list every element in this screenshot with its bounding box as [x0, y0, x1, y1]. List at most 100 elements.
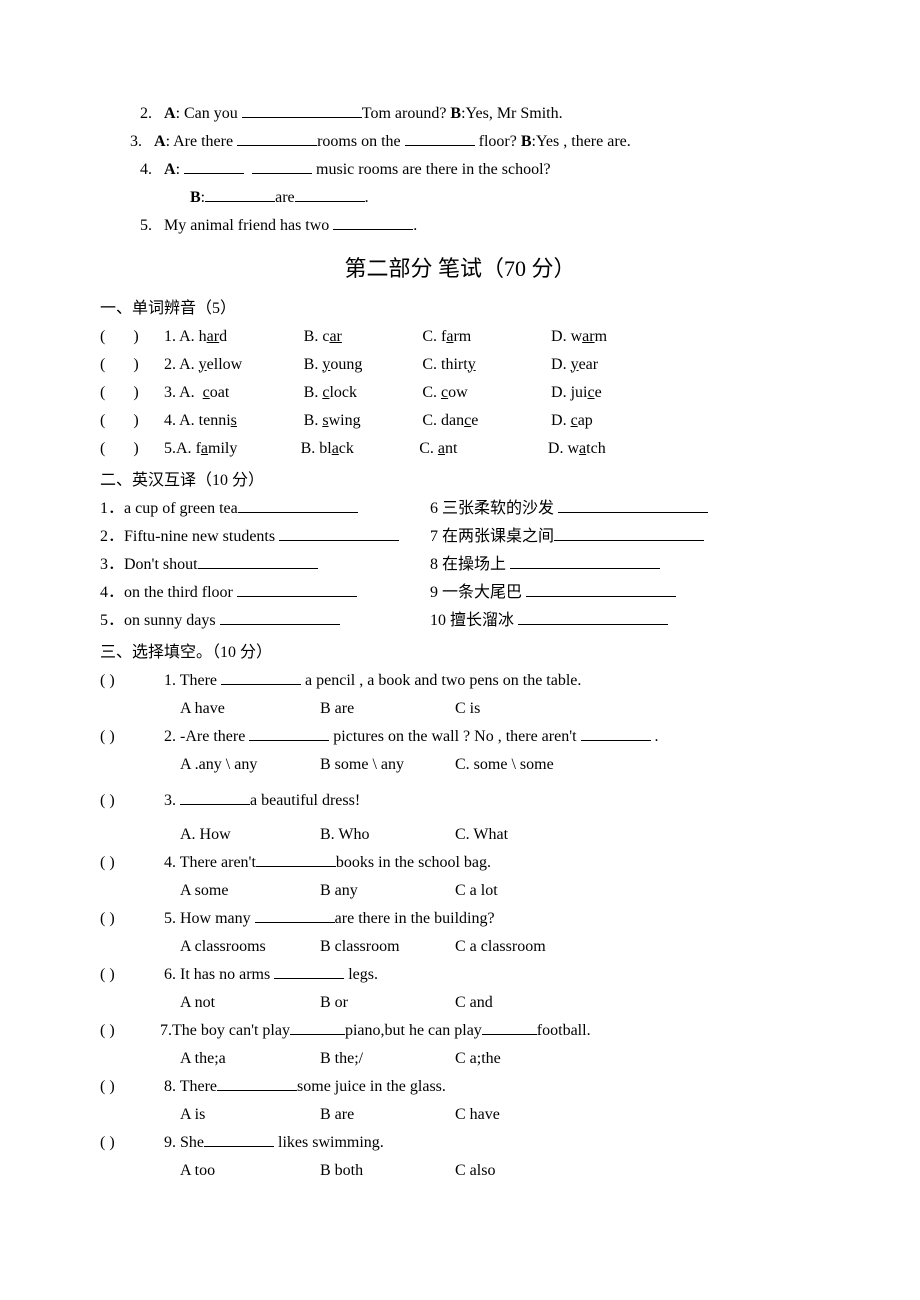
answer-paren[interactable]: ( )	[100, 323, 160, 351]
mcq-options: A classroomsB classroomC a classroom	[100, 933, 820, 961]
answer-paren[interactable]: ( )	[100, 351, 160, 379]
option-a[interactable]: A .any \ any	[180, 751, 320, 779]
option-b[interactable]: B are	[320, 695, 455, 723]
section3-heading: 三、选择填空。（10 分）	[100, 639, 820, 667]
option-a[interactable]: A not	[180, 989, 320, 1017]
option-c[interactable]: C and	[455, 989, 590, 1017]
answer-paren[interactable]: ( )	[100, 407, 160, 435]
option-a[interactable]: A classrooms	[180, 933, 320, 961]
mcq-options: A someB anyC a lot	[100, 877, 820, 905]
blank[interactable]	[290, 1018, 345, 1034]
right-item: 8 在操场上	[430, 551, 820, 579]
option-b[interactable]: B or	[320, 989, 455, 1017]
option-c[interactable]: C. some \ some	[455, 751, 590, 779]
blank[interactable]	[198, 552, 318, 568]
blank[interactable]	[204, 1130, 274, 1146]
stem-text: piano,but he can play	[345, 1022, 482, 1039]
option-b[interactable]: B some \ any	[320, 751, 455, 779]
phonics-row: ( ) 4. A. tennis B. swingC. danceD. cap	[100, 407, 820, 435]
text: : Can you	[176, 105, 242, 122]
stem-text: There	[180, 1078, 217, 1095]
intro-q5: 5. My animal friend has two .	[100, 212, 820, 240]
blank[interactable]	[205, 186, 275, 202]
option-c[interactable]: C a;the	[455, 1045, 590, 1073]
blank[interactable]	[274, 962, 344, 978]
blank[interactable]	[333, 214, 413, 230]
mcq-stem: ( ) 4. There aren'tbooks in the school b…	[100, 849, 820, 877]
blank[interactable]	[279, 524, 399, 540]
option-b[interactable]: B. Who	[320, 821, 455, 849]
option-a[interactable]: A some	[180, 877, 320, 905]
answer-paren[interactable]: ( )	[100, 849, 160, 877]
blank[interactable]	[180, 788, 250, 804]
mcq-options: A notB orC and	[100, 989, 820, 1017]
blank[interactable]	[526, 580, 676, 596]
answer-paren[interactable]: ( )	[100, 667, 160, 695]
stem-text: -Are there	[180, 728, 249, 745]
option-a[interactable]: A the;a	[180, 1045, 320, 1073]
speaker-a: A	[164, 105, 176, 122]
option-b[interactable]: B classroom	[320, 933, 455, 961]
blank[interactable]	[405, 130, 475, 146]
stem-text: How many	[180, 910, 255, 927]
speaker-b: B	[521, 133, 532, 150]
blank[interactable]	[554, 524, 704, 540]
blank[interactable]	[238, 496, 358, 512]
mcq-options: A isB areC have	[100, 1101, 820, 1129]
answer-paren[interactable]: ( )	[100, 1017, 160, 1045]
option-a: yellow	[199, 351, 304, 379]
answer-paren[interactable]: ( )	[100, 787, 160, 815]
answer-paren[interactable]: ( )	[100, 723, 160, 751]
option-b: black	[319, 435, 419, 463]
option-c[interactable]: C also	[455, 1157, 590, 1185]
option-c[interactable]: C is	[455, 695, 590, 723]
option-d: watch	[567, 435, 605, 463]
blank[interactable]	[221, 668, 301, 684]
left-item: 3．Don't shout	[100, 551, 430, 579]
option-a: family	[196, 435, 301, 463]
blank[interactable]	[242, 102, 362, 118]
option-c[interactable]: C have	[455, 1101, 590, 1129]
section1-list: ( ) 1. A. hardB. car C. farmD. warm( ) 2…	[100, 323, 820, 463]
speaker-b: B	[190, 189, 201, 206]
answer-paren[interactable]: ( )	[100, 905, 160, 933]
blank[interactable]	[237, 130, 317, 146]
option-a[interactable]: A too	[180, 1157, 320, 1185]
blank[interactable]	[184, 158, 244, 174]
option-c[interactable]: C. What	[455, 821, 590, 849]
answer-paren[interactable]: ( )	[100, 1129, 160, 1157]
option-b[interactable]: B are	[320, 1101, 455, 1129]
option-a[interactable]: A. How	[180, 821, 320, 849]
blank[interactable]	[249, 724, 329, 740]
option-c: farm	[441, 323, 551, 351]
blank[interactable]	[581, 724, 651, 740]
blank[interactable]	[220, 608, 340, 624]
option-a[interactable]: A have	[180, 695, 320, 723]
stem-text: football.	[537, 1022, 591, 1039]
blank[interactable]	[252, 158, 312, 174]
answer-paren[interactable]: ( )	[100, 961, 160, 989]
blank[interactable]	[518, 608, 668, 624]
answer-paren[interactable]: ( )	[100, 435, 160, 463]
blank[interactable]	[217, 1074, 297, 1090]
blank[interactable]	[510, 552, 660, 568]
intro-block: 2. A: Can you Tom around? B:Yes, Mr Smit…	[100, 100, 820, 240]
blank[interactable]	[295, 186, 365, 202]
option-c[interactable]: C a classroom	[455, 933, 590, 961]
option-b[interactable]: B any	[320, 877, 455, 905]
blank[interactable]	[256, 850, 336, 866]
blank[interactable]	[482, 1018, 537, 1034]
option-b[interactable]: B both	[320, 1157, 455, 1185]
option-a[interactable]: A is	[180, 1101, 320, 1129]
option-c[interactable]: C a lot	[455, 877, 590, 905]
blank[interactable]	[558, 496, 708, 512]
stem-text: .	[651, 728, 659, 745]
answer-paren[interactable]: ( )	[100, 379, 160, 407]
option-b[interactable]: B the;/	[320, 1045, 455, 1073]
option-d: warm	[571, 323, 607, 351]
answer-paren[interactable]: ( )	[100, 1073, 160, 1101]
blank[interactable]	[237, 580, 357, 596]
blank[interactable]	[255, 906, 335, 922]
mcq-options: A the;aB the;/C a;the	[100, 1045, 820, 1073]
right-item: 9 一条大尾巴	[430, 579, 820, 607]
